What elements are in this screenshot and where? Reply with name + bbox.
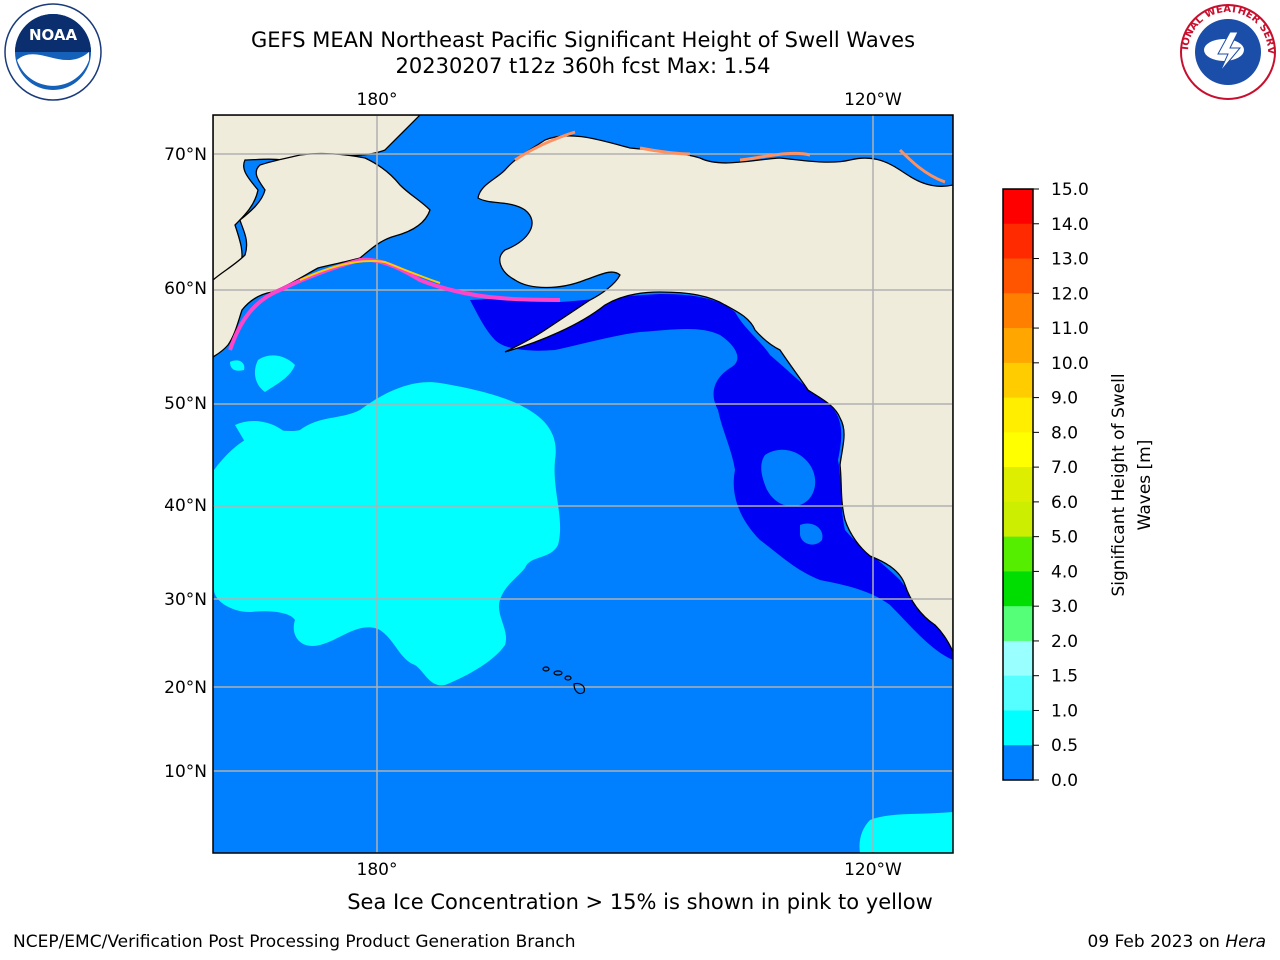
lat-label: 50°N: [164, 394, 207, 414]
colorbar-tick-label: 5.0: [1051, 528, 1078, 548]
colorbar-tick-label: 15.0: [1051, 180, 1089, 200]
map-area: [213, 115, 953, 853]
date-text: 09 Feb 2023 on Hera: [1088, 932, 1266, 952]
colorbar-segment: [1003, 710, 1033, 746]
colorbar-tick-label: 12.0: [1051, 284, 1089, 304]
colorbar-tick-label: 3.0: [1051, 597, 1078, 617]
lat-label: 10°N: [164, 762, 207, 782]
lat-label: 20°N: [164, 678, 207, 698]
colorbar-tick-label: 13.0: [1051, 250, 1089, 270]
colorbar-segment: [1003, 293, 1033, 329]
colorbar-segment: [1003, 571, 1033, 607]
colorbar-title-line1: Significant Height of Swell: [1109, 373, 1129, 596]
colorbar-segment: [1003, 362, 1033, 399]
swell-blue-pocket: [800, 523, 823, 545]
colorbar: 15.0 14.0 13.0 12.0 11.0 10.0 9.0 8.0 7.0 6.0 5.0 4…: [1003, 180, 1089, 791]
colorbar-segment: [1003, 432, 1033, 468]
chart-subtitle: 20230207 t12z 360h fcst Max: 1.54: [395, 54, 771, 78]
colorbar-segment: [1003, 606, 1033, 642]
hawaii-islands: [542, 666, 585, 695]
sea-ice-note: Sea Ice Concentration > 15% is shown in …: [347, 890, 933, 914]
colorbar-segment: [1003, 397, 1033, 433]
colorbar-tick-label: 1.5: [1051, 667, 1078, 687]
lat-label: 40°N: [164, 496, 207, 516]
map-frame: [212, 114, 954, 854]
colorbar-segment: [1003, 328, 1033, 364]
colorbar-segment: [1003, 536, 1033, 572]
colorbar-segment: [1003, 467, 1033, 503]
noaa-logo-text: NOAA: [29, 26, 78, 44]
colorbar-segment: [1003, 675, 1033, 711]
lat-label: 70°N: [164, 145, 207, 165]
lon-label-bottom: 120°W: [844, 860, 902, 880]
colorbar-title-line2: Waves [m]: [1135, 440, 1155, 531]
colorbar-tick-label: 6.0: [1051, 493, 1078, 513]
graticule: [213, 115, 953, 853]
colorbar-tick-label: 7.0: [1051, 458, 1078, 478]
date-machine: Hera: [1225, 932, 1266, 952]
swell-cyan-patch: [230, 360, 245, 371]
colorbar-frame: [1002, 188, 1034, 781]
noaa-logo: NOAA: [4, 3, 102, 101]
colorbar-segment: [1003, 501, 1033, 538]
swell-cyan-patch: [235, 420, 285, 445]
colorbar-tick-label: 11.0: [1051, 319, 1089, 339]
chart-title: GEFS MEAN Northeast Pacific Significant …: [250, 28, 916, 52]
colorbar-tick-label: 14.0: [1051, 215, 1089, 235]
lon-label-top: 120°W: [844, 90, 902, 110]
land-chukotka: [213, 152, 431, 358]
colorbar-tick-label: 1.0: [1051, 701, 1078, 721]
date-prefix: 09 Feb 2023 on: [1087, 932, 1226, 952]
lat-label: 30°N: [164, 590, 207, 610]
lat-label: 60°N: [164, 279, 207, 299]
colorbar-tick-label: 4.0: [1051, 562, 1078, 582]
colorbar-segment: [1003, 189, 1033, 225]
colorbar-tick-label: 0.5: [1051, 736, 1078, 756]
sea-ice-edge-inner: [299, 259, 441, 284]
colorbar-tick-label: 8.0: [1051, 423, 1078, 443]
colorbar-tick-label: 0.0: [1051, 771, 1078, 791]
colorbar-segment: [1003, 640, 1033, 677]
sea-ice-arctic: [514, 130, 946, 184]
swell-cyan-patch: [254, 355, 295, 392]
colorbar-segment: [1003, 258, 1033, 294]
swell-darkblue-gulf: [470, 294, 953, 660]
lon-label-bottom: 180°: [357, 860, 398, 880]
colorbar-tick-label: 2.0: [1051, 632, 1078, 652]
colorbar-segment: [1003, 745, 1033, 781]
swell-cyan-patch: [859, 812, 953, 853]
nws-logo: NATIONAL WEATHER SERVICE: [1178, 2, 1276, 100]
swell-blue-pocket: [761, 449, 816, 507]
colorbar-tick-label: 10.0: [1051, 354, 1089, 374]
credit-text: NCEP/EMC/Verification Post Processing Pr…: [13, 932, 576, 952]
colorbar-tick-label: 9.0: [1051, 389, 1078, 409]
lon-label-top: 180°: [357, 90, 398, 110]
colorbar-segment: [1003, 223, 1033, 260]
swell-cyan-region: [214, 382, 561, 686]
